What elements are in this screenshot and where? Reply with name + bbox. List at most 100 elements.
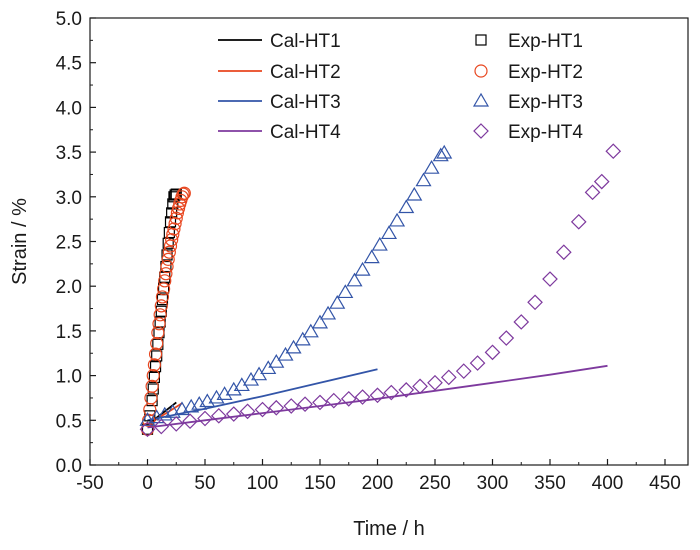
point-exp-ht4 [182,413,198,430]
calculated-series [146,364,608,429]
point-exp-ht4 [484,344,501,361]
legend-label-cal-ht3: Cal-HT3 [270,92,341,113]
y-axis-title: Strain / % [9,198,31,285]
point-exp-ht1 [146,395,158,407]
point-exp-ht4 [139,421,156,438]
point-exp-ht4 [542,271,558,287]
point-exp-ht4 [283,398,300,414]
point-exp-ht4 [605,143,622,160]
point-exp-ht4 [225,406,242,422]
point-exp-ht2 [152,317,166,331]
point-exp-ht2 [166,227,180,241]
legend: Cal-HT1 Cal-HT2 Cal-HT3 Cal-HT4 Exp-HT1 Exp-H… [218,31,583,143]
point-exp-ht3 [302,323,319,338]
point-exp-ht2 [176,187,190,201]
legend-marker-exp-ht1 [475,34,487,46]
point-exp-ht3 [380,225,398,240]
point-exp-ht3 [320,305,337,320]
point-exp-ht2 [155,290,170,304]
legend-label-exp-ht2: Exp-HT2 [508,62,583,83]
y-tick-label: 1.0 [56,367,82,388]
point-exp-ht3 [415,172,432,187]
point-exp-ht2 [147,358,161,372]
y-tick-label: 4.0 [56,98,82,119]
point-exp-ht2 [159,267,173,281]
point-exp-ht3 [423,160,440,174]
legend-label-cal-ht4: Cal-HT4 [270,122,341,143]
point-exp-ht4 [398,382,415,398]
legend-label-cal-ht2: Cal-HT2 [270,62,341,83]
point-exp-ht4 [513,314,530,330]
point-exp-ht4 [369,387,386,404]
x-tick-label: 300 [477,473,509,494]
point-exp-ht2 [165,233,179,247]
y-tick-label: 3.0 [56,188,82,209]
y-tick-label: 0.0 [56,456,82,477]
x-tick-label: -50 [76,473,103,494]
point-exp-ht4 [555,244,572,261]
point-exp-ht3 [242,371,260,386]
y-tick-label: 3.5 [56,143,82,164]
y-axis: 0.0 0.5 1.0 1.5 2.0 2.5 3.0 3.5 4.0 4.5 5.0 [56,9,96,477]
point-exp-ht3 [208,389,225,404]
point-exp-ht2 [140,422,155,436]
point-exp-ht4 [455,363,472,379]
y-tick-label: 4.5 [56,54,82,75]
x-tick-label: 200 [362,473,394,494]
point-exp-ht3 [268,353,285,368]
y-tick-label: 0.5 [56,411,82,432]
legend-marker-exp-ht4 [473,123,489,139]
x-tick-label: 50 [194,473,215,494]
point-exp-ht2 [146,369,160,383]
y-tick-label: 5.0 [56,9,82,30]
point-exp-ht2 [148,347,163,361]
x-tick-label: 150 [304,473,336,494]
point-exp-ht2 [160,259,174,274]
point-exp-ht3 [329,294,346,309]
point-exp-ht3 [398,199,415,214]
point-exp-ht3 [225,381,242,396]
point-exp-ht2 [145,379,159,393]
y-tick-label: 2.5 [56,233,82,254]
point-exp-ht4 [239,403,256,420]
point-exp-ht1 [166,207,178,219]
point-exp-ht4 [210,407,227,424]
point-exp-ht1 [155,305,167,317]
legend-marker-exp-ht3 [472,92,490,107]
y-tick-label: 2.0 [56,277,82,298]
point-exp-ht2 [161,252,175,266]
point-exp-ht2 [167,222,181,236]
point-exp-ht4 [584,184,601,201]
x-tick-label: 450 [649,473,681,494]
point-exp-ht3 [337,284,354,299]
x-tick-label: 250 [419,473,451,494]
legend-label-exp-ht4: Exp-HT4 [508,122,583,143]
point-exp-ht4 [254,401,271,418]
point-exp-ht4 [153,418,170,435]
x-tick-label: 400 [592,473,624,494]
point-exp-ht2 [153,308,167,322]
point-exp-ht3 [311,314,329,329]
y-tick-label: 1.5 [56,322,82,343]
legend-marker-exp-ht2 [474,64,488,78]
point-exp-ht4 [268,399,285,416]
legend-label-cal-ht1: Cal-HT1 [270,31,341,52]
point-exp-ht3 [277,346,294,361]
point-exp-ht4 [168,416,185,432]
point-exp-ht2 [169,211,183,225]
x-axis: -50 0 50 100 150 200 250 300 350 400 450 [76,459,681,494]
point-exp-ht3 [432,147,449,162]
legend-label-exp-ht3: Exp-HT3 [508,92,583,113]
point-exp-ht3 [285,339,302,354]
point-exp-ht4 [412,378,428,395]
point-exp-ht3 [389,212,406,227]
point-exp-ht4 [440,369,457,386]
point-exp-ht4 [325,392,342,409]
point-exp-ht1 [147,383,159,395]
experimental-series [139,143,622,438]
point-exp-ht3 [354,261,371,276]
point-exp-ht2 [177,186,191,200]
point-exp-ht3 [436,144,453,159]
point-exp-ht2 [154,299,168,313]
